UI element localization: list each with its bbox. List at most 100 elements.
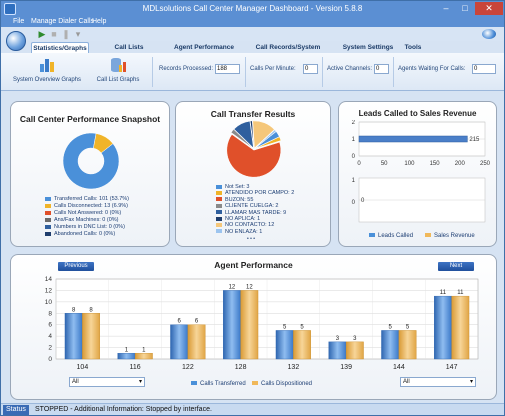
agent-bar-label: 3: [336, 336, 340, 342]
agent-bar-label: 11: [457, 290, 464, 296]
agent-bar-transferred: [275, 330, 294, 360]
transfer-legend-item: NO ENLAZA: 1: [216, 229, 262, 235]
performance-pie-slice-0: [62, 132, 120, 190]
agent-bar-dispositioned: [187, 324, 206, 360]
menu-bar: File Manage Dialer Calls Help: [1, 17, 504, 27]
transfer-legend-item: NO CONTACTO: 12: [216, 222, 274, 228]
performance-legend-item: Abandoned Calls: 0 (0%): [45, 231, 115, 237]
right-agent-select[interactable]: All ▾: [400, 377, 476, 387]
agent-bar-label: 1: [125, 347, 129, 353]
left-agent-select[interactable]: All ▾: [69, 377, 145, 387]
leads-x-tick: 50: [381, 161, 388, 167]
tab-call-lists-management[interactable]: Call Lists Management: [109, 44, 149, 62]
agent-bar-label: 5: [388, 324, 392, 330]
tab-call-records[interactable]: Call Records/System Reports: [255, 44, 321, 62]
agent-bar-dispositioned: [293, 330, 311, 360]
call-list-graphs-button[interactable]: Call List Graphs: [93, 56, 143, 88]
leads-x-tick: 100: [404, 161, 415, 167]
transfer-results-panel: Call Transfer Results Not Set: 3 ATENDIDO…: [175, 101, 331, 247]
calls-per-minute-field: 0: [303, 64, 318, 74]
globe-icon[interactable]: [482, 29, 496, 39]
menu-help[interactable]: Help: [92, 18, 107, 25]
active-channels-label: Active Channels:: [327, 66, 373, 72]
tab-agent-performance[interactable]: Agent Performance: [174, 44, 234, 51]
dropdown-arrow-icon[interactable]: ▾: [75, 29, 81, 39]
transfer-legend-item: ATENDIDO POR CAMPO: 2: [216, 190, 294, 196]
next-button[interactable]: Next: [438, 262, 474, 271]
transfer-pie-slice-5: [249, 120, 255, 148]
call-list-label: Call List Graphs: [96, 77, 140, 83]
leads-called-bar: [358, 135, 468, 143]
agent-bar-transferred: [64, 313, 83, 360]
agent-bar-dispositioned: [240, 290, 259, 360]
transfer-legend-item: NO APLICA: 1: [216, 216, 260, 222]
calls-per-minute-label: Calls Per Minute:: [250, 66, 296, 72]
leads-x-tick: 0: [357, 161, 361, 167]
transfer-pie-slice-2: [226, 134, 282, 178]
close-button[interactable]: ✕: [475, 2, 503, 15]
quick-access-toolbar: ▶ ■ ❚ ▾: [1, 27, 504, 41]
agent-x-tick: 139: [340, 364, 352, 371]
legend-more-indicator: • • •: [247, 236, 256, 242]
leads-called-bar-label: 215: [469, 137, 480, 143]
agents-waiting-label: Agents Waiting For Calls:: [398, 66, 466, 72]
menu-file[interactable]: File: [13, 18, 25, 25]
agent-x-tick: 144: [393, 364, 405, 371]
performance-snapshot-title: Call Center Performance Snapshot: [19, 114, 161, 124]
start-icon[interactable]: ▶: [38, 29, 46, 39]
tab-tools[interactable]: Tools: [404, 44, 422, 51]
previous-button[interactable]: Previous: [58, 262, 94, 271]
transfer-legend-item: CLIENTE CUELGA: 2: [216, 203, 279, 209]
agent-bar-label: 5: [406, 324, 410, 330]
menu-manage-dialer-calls[interactable]: Manage Dialer Calls: [31, 18, 95, 25]
performance-legend-item: Calls Disconnected: 13 (6.9%): [45, 203, 128, 209]
agent-x-tick: 128: [235, 364, 247, 371]
transfer-legend-item: LLAMAR MAS TARDE: 9: [216, 210, 286, 216]
leads-revenue-panel: Leads Called to Sales Revenue 2 1 0 215 0 50 1…: [338, 101, 497, 247]
title-bar: MDLsolutions Call Center Manager Dashboa…: [1, 1, 504, 17]
agent-bar-dispositioned: [82, 313, 100, 360]
pause-icon[interactable]: ❚: [62, 29, 70, 39]
agent-y-tick: 14: [45, 276, 53, 283]
status-message: STOPPED - Additional Information: Stoppe…: [35, 406, 212, 413]
database-chart-icon: [108, 56, 128, 74]
leads-x-tick: 150: [430, 161, 441, 167]
agent-bar-label: 6: [177, 319, 181, 325]
agent-bar-label: 8: [72, 307, 76, 313]
right-agent-select-value: All: [403, 379, 410, 385]
system-overview-graphs-button[interactable]: System Overview Graphs: [7, 56, 87, 88]
transfer-results-pie: [226, 120, 282, 178]
agent-y-tick: 8: [48, 310, 52, 317]
app-orb-icon[interactable]: [6, 31, 26, 51]
legend-calls-transferred: Calls Transferred: [191, 381, 246, 387]
agent-y-tick: 12: [45, 287, 53, 294]
performance-legend-item: Transferred Calls: 101 (53.7%): [45, 196, 129, 202]
performance-pie-slice-1: [93, 133, 114, 154]
agent-x-tick: 104: [77, 364, 89, 371]
transfer-legend-item: Not Set: 3: [216, 184, 249, 190]
minimize-button[interactable]: –: [443, 3, 449, 13]
leads-x-tick: 250: [480, 161, 491, 167]
agent-bar-label: 5: [283, 324, 287, 330]
agent-bar-label: 12: [246, 284, 253, 290]
agent-bar-label: 12: [229, 284, 236, 290]
stop-icon[interactable]: ■: [51, 29, 57, 39]
agent-bar-dispositioned: [451, 295, 470, 360]
leads-x-tick: 200: [455, 161, 466, 167]
performance-snapshot-panel: Call Center Performance Snapshot Transfe…: [10, 101, 170, 247]
agent-bar-transferred: [381, 330, 400, 360]
agent-x-tick: 116: [130, 364, 141, 371]
agent-x-tick: 122: [182, 364, 194, 371]
tab-system-settings[interactable]: System Settings: [342, 44, 394, 51]
leads-revenue-title: Leads Called to Sales Revenue: [358, 109, 477, 118]
agent-y-tick: 4: [48, 333, 52, 340]
transfer-legend-item: BUZON: 55: [216, 197, 253, 203]
ribbon-tabs: Statistics/Graphs Call Lists Management …: [1, 41, 504, 62]
maximize-button[interactable]: □: [462, 3, 468, 13]
agent-bar-label: 8: [89, 307, 93, 313]
agent-bar-transferred: [170, 324, 189, 360]
tab-statistics-graphs[interactable]: Statistics/Graphs: [31, 42, 89, 53]
